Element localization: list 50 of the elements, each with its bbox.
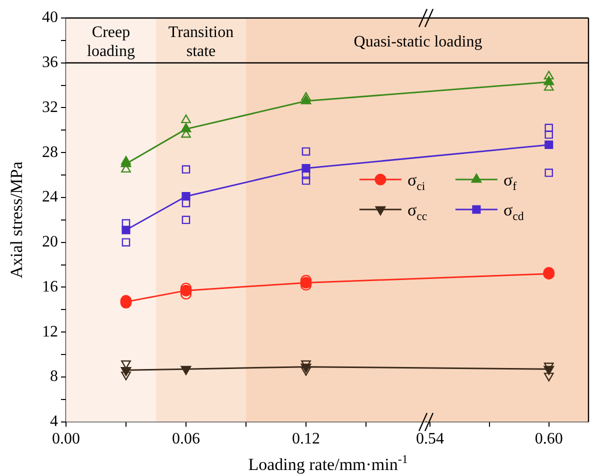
point	[544, 76, 554, 86]
point	[182, 216, 190, 224]
point	[300, 364, 312, 373]
y-tick-label: 24	[42, 188, 58, 206]
y-tick-label: 16	[42, 278, 58, 296]
point	[300, 95, 312, 104]
point	[544, 124, 553, 132]
y-tick-label: 8	[50, 368, 58, 386]
y-tick-label: 4	[50, 413, 58, 430]
point	[544, 168, 553, 177]
point	[180, 284, 192, 296]
point	[122, 238, 130, 246]
point	[302, 176, 310, 185]
band-label: Quasi-static loading	[354, 33, 482, 50]
point	[122, 226, 130, 234]
band-label: Creep loading	[87, 24, 136, 60]
y-tick-label: 12	[42, 323, 58, 340]
band-label: Transition state	[168, 24, 234, 60]
point	[181, 114, 191, 124]
point	[182, 165, 190, 174]
point	[120, 158, 132, 168]
x-tick-label: 0.60	[534, 430, 563, 448]
point	[180, 366, 192, 375]
y-tick-label: 20	[42, 234, 58, 251]
x-tick-label: 0.12	[292, 430, 320, 448]
x-tick-label: 0.54	[416, 430, 444, 448]
y-tick-label: 32	[42, 98, 58, 116]
y-tick-label: 40	[42, 9, 58, 26]
point	[301, 92, 311, 101]
point	[120, 366, 132, 376]
x-tick-label: 0.00	[52, 430, 80, 448]
point	[302, 170, 310, 180]
point	[301, 367, 311, 376]
point	[302, 164, 310, 173]
y-axis-title: Axial stress/MPa	[7, 161, 26, 278]
point	[544, 372, 554, 382]
point	[544, 130, 553, 139]
point	[544, 140, 554, 150]
y-tick-label: 28	[42, 144, 58, 161]
y-tick-label: 36	[42, 54, 58, 72]
x-tick-label: 0.06	[172, 430, 200, 448]
point	[544, 366, 554, 375]
point	[121, 156, 131, 165]
point	[180, 123, 192, 132]
point	[121, 372, 131, 380]
point	[302, 147, 310, 156]
point	[182, 192, 190, 201]
point	[122, 219, 130, 228]
point	[182, 198, 190, 208]
point	[544, 70, 554, 80]
